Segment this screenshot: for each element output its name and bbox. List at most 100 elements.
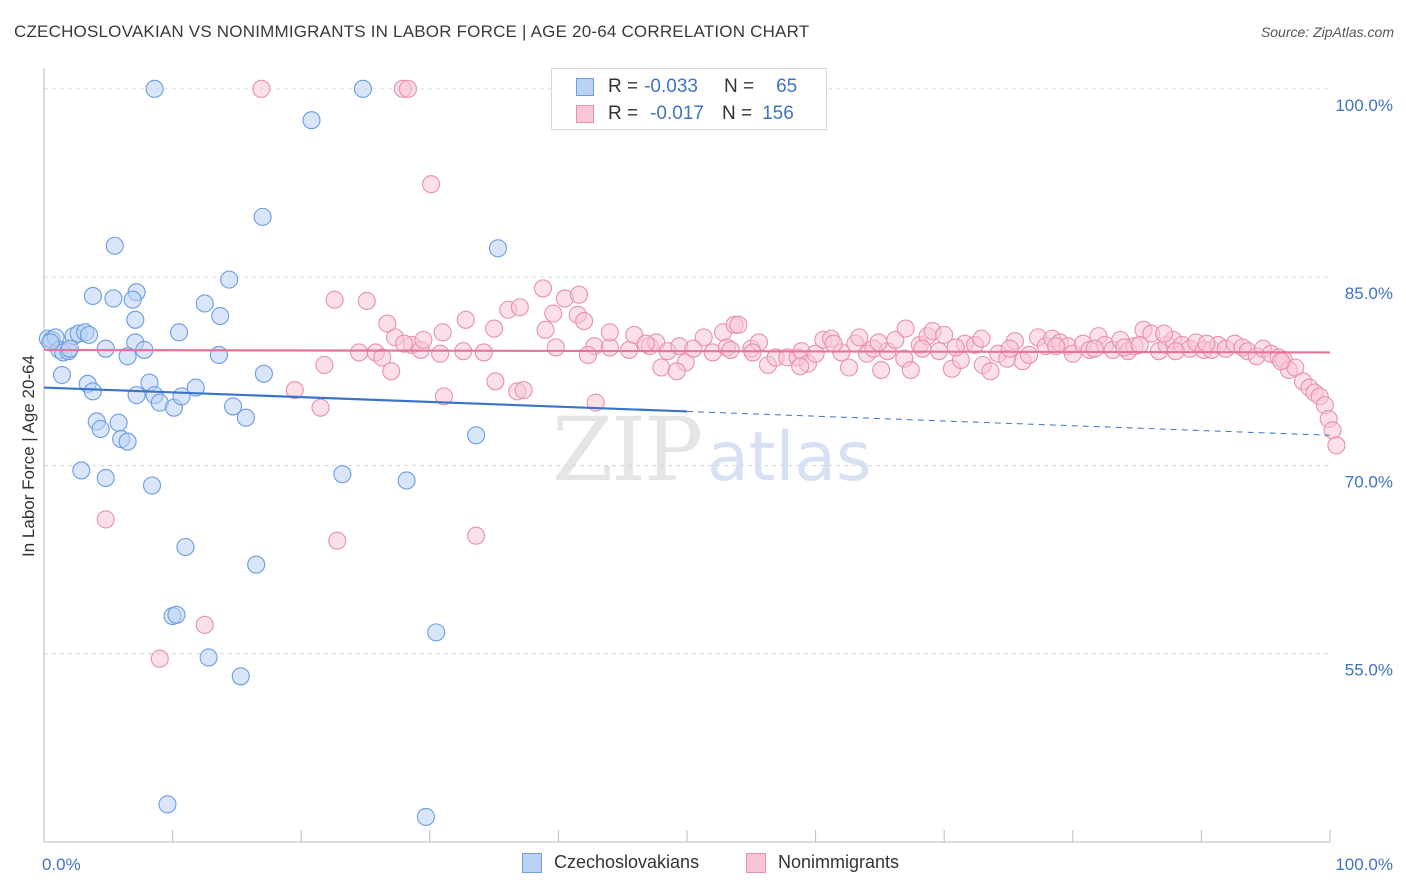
nonimmigrants-point — [533, 279, 553, 298]
czechoslovakians-point — [41, 333, 60, 352]
nonimmigrants-point — [433, 323, 452, 342]
y-tick-label: 70.0% — [1345, 472, 1393, 491]
czechoslovakians-point — [91, 419, 110, 439]
nonimmigrants-point — [546, 338, 565, 357]
series-legend: Czechoslovakians Nonimmigrants — [0, 852, 1406, 878]
czechoslovakians-point — [79, 325, 99, 344]
legend-label: Nonimmigrants — [778, 852, 900, 872]
nonimmigrants-point — [1197, 334, 1216, 353]
nonimmigrants-point — [872, 360, 891, 380]
nonimmigrants-point — [684, 339, 703, 358]
nonimmigrants-point — [315, 355, 334, 375]
nonimmigrants-point — [328, 531, 347, 550]
nonimmigrants-point — [869, 333, 888, 352]
nonimmigrants-point — [896, 319, 915, 338]
legend-item-czechoslovakians: Czechoslovakians — [522, 852, 699, 873]
nonimmigrants-point — [285, 381, 304, 400]
nonimmigrants-point — [721, 340, 740, 359]
czechoslovakians-point — [247, 555, 266, 574]
nonimmigrants-point — [824, 334, 843, 353]
nonimmigrants-point — [357, 291, 376, 311]
r-label: R = — [608, 103, 639, 124]
czechoslovakians-point — [145, 79, 164, 98]
nonimmigrants-point — [325, 290, 344, 309]
source-note: Source: ZipAtlas.com — [1260, 24, 1394, 40]
n-value: 156 — [762, 103, 794, 124]
nonimmigrants-point — [791, 357, 810, 376]
czechoslovakians-point — [96, 339, 115, 358]
czechoslovakians-point — [72, 461, 91, 480]
nonimmigrants-point — [485, 319, 504, 338]
nonimmigrants-point — [1115, 338, 1134, 357]
nonimmigrants-point — [600, 338, 619, 357]
nonimmigrants-point — [600, 323, 619, 342]
nonimmigrants-point — [729, 315, 748, 334]
czechoslovakians-point — [209, 345, 228, 364]
czechoslovakians-point — [397, 471, 416, 490]
czechoslovakians-point — [199, 648, 218, 667]
nonimmigrants-point — [1020, 345, 1039, 364]
nonimmigrants-point — [382, 362, 401, 381]
nonimmigrants-point — [935, 325, 954, 344]
nonimmigrants-point — [536, 320, 555, 339]
czechoslovakians-point — [60, 339, 79, 358]
nonimmigrants-point — [839, 358, 859, 377]
legend-row-nonimmigrants: R = -0.017 N = 156 — [576, 102, 794, 126]
n-label: N = — [721, 103, 753, 124]
czechoslovakians-point — [223, 397, 243, 416]
czechoslovakians-point — [176, 537, 195, 557]
czechoslovakians-point — [416, 807, 435, 826]
r-label: R = — [608, 76, 639, 97]
nonimmigrants-point — [398, 79, 417, 98]
nonimmigrants-point — [431, 344, 450, 363]
czechoslovakians-point — [253, 207, 272, 226]
y-axis-title: In Labor Force | Age 20-64 — [19, 355, 38, 557]
correlation-legend: R = -0.033 N = 65 R = -0.017 N = 156 — [551, 68, 827, 130]
czechoslovakians-point — [96, 468, 115, 488]
legend-swatch-pink — [746, 852, 766, 873]
nonimmigrants-point — [901, 360, 920, 380]
czechoslovakians-point — [333, 465, 352, 484]
nonimmigrants-point — [913, 339, 932, 358]
nonimmigrants-point — [743, 343, 762, 362]
legend-label: Czechoslovakians — [554, 852, 700, 872]
nonimmigrants-point — [569, 285, 589, 304]
czechoslovakians-point — [220, 270, 239, 289]
nonimmigrants-trend-line — [43, 348, 1331, 354]
nonimmigrants-point — [514, 381, 533, 400]
nonimmigrants-point — [1323, 421, 1342, 440]
nonimmigrants-point — [578, 345, 598, 364]
nonimmigrants-point — [652, 358, 671, 377]
nonimmigrants-point — [636, 334, 655, 353]
czechoslovakians-point — [158, 795, 177, 814]
nonimmigrants-point — [1085, 339, 1104, 358]
nonimmigrants-point — [575, 312, 594, 331]
nonimmigrants-point — [620, 340, 639, 359]
nonimmigrants-point — [1155, 324, 1174, 343]
nonimmigrants-point — [467, 526, 486, 545]
czechoslovakians-point — [123, 290, 142, 309]
czechoslovakians-point — [169, 323, 189, 342]
czechoslovakians-point — [109, 413, 128, 432]
nonimmigrants-point — [350, 343, 369, 362]
legend-row-czechoslovakians: R = -0.033 N = 65 — [576, 75, 797, 99]
nonimmigrants-point — [544, 304, 563, 323]
axis-labels: 100.0% 85.0% 70.0% 55.0% 0.0% 100.0% In Labor … — [19, 96, 1393, 874]
czechoslovakians-point — [302, 111, 321, 130]
czechoslovakians-point — [104, 289, 123, 308]
nonimmigrants-point — [474, 343, 493, 362]
czechoslovakians-point — [167, 605, 186, 624]
y-tick-label: 55.0% — [1345, 661, 1393, 680]
czechoslovakians-point — [231, 667, 250, 686]
nonimmigrants-point — [1130, 335, 1149, 354]
czechoslovakians-point — [52, 365, 72, 385]
czechoslovakians-point — [236, 408, 255, 427]
nonimmigrants-point — [1047, 337, 1066, 356]
y-tick-label: 85.0% — [1345, 284, 1393, 303]
czechoslovakians-point — [488, 239, 508, 258]
czechoslovakians-point — [186, 378, 205, 397]
czechoslovakians-point — [353, 79, 372, 98]
chart-title: CZECHOSLOVAKIAN VS NONIMMIGRANTS IN LABO… — [14, 22, 810, 41]
nonimmigrants-point — [456, 310, 475, 329]
